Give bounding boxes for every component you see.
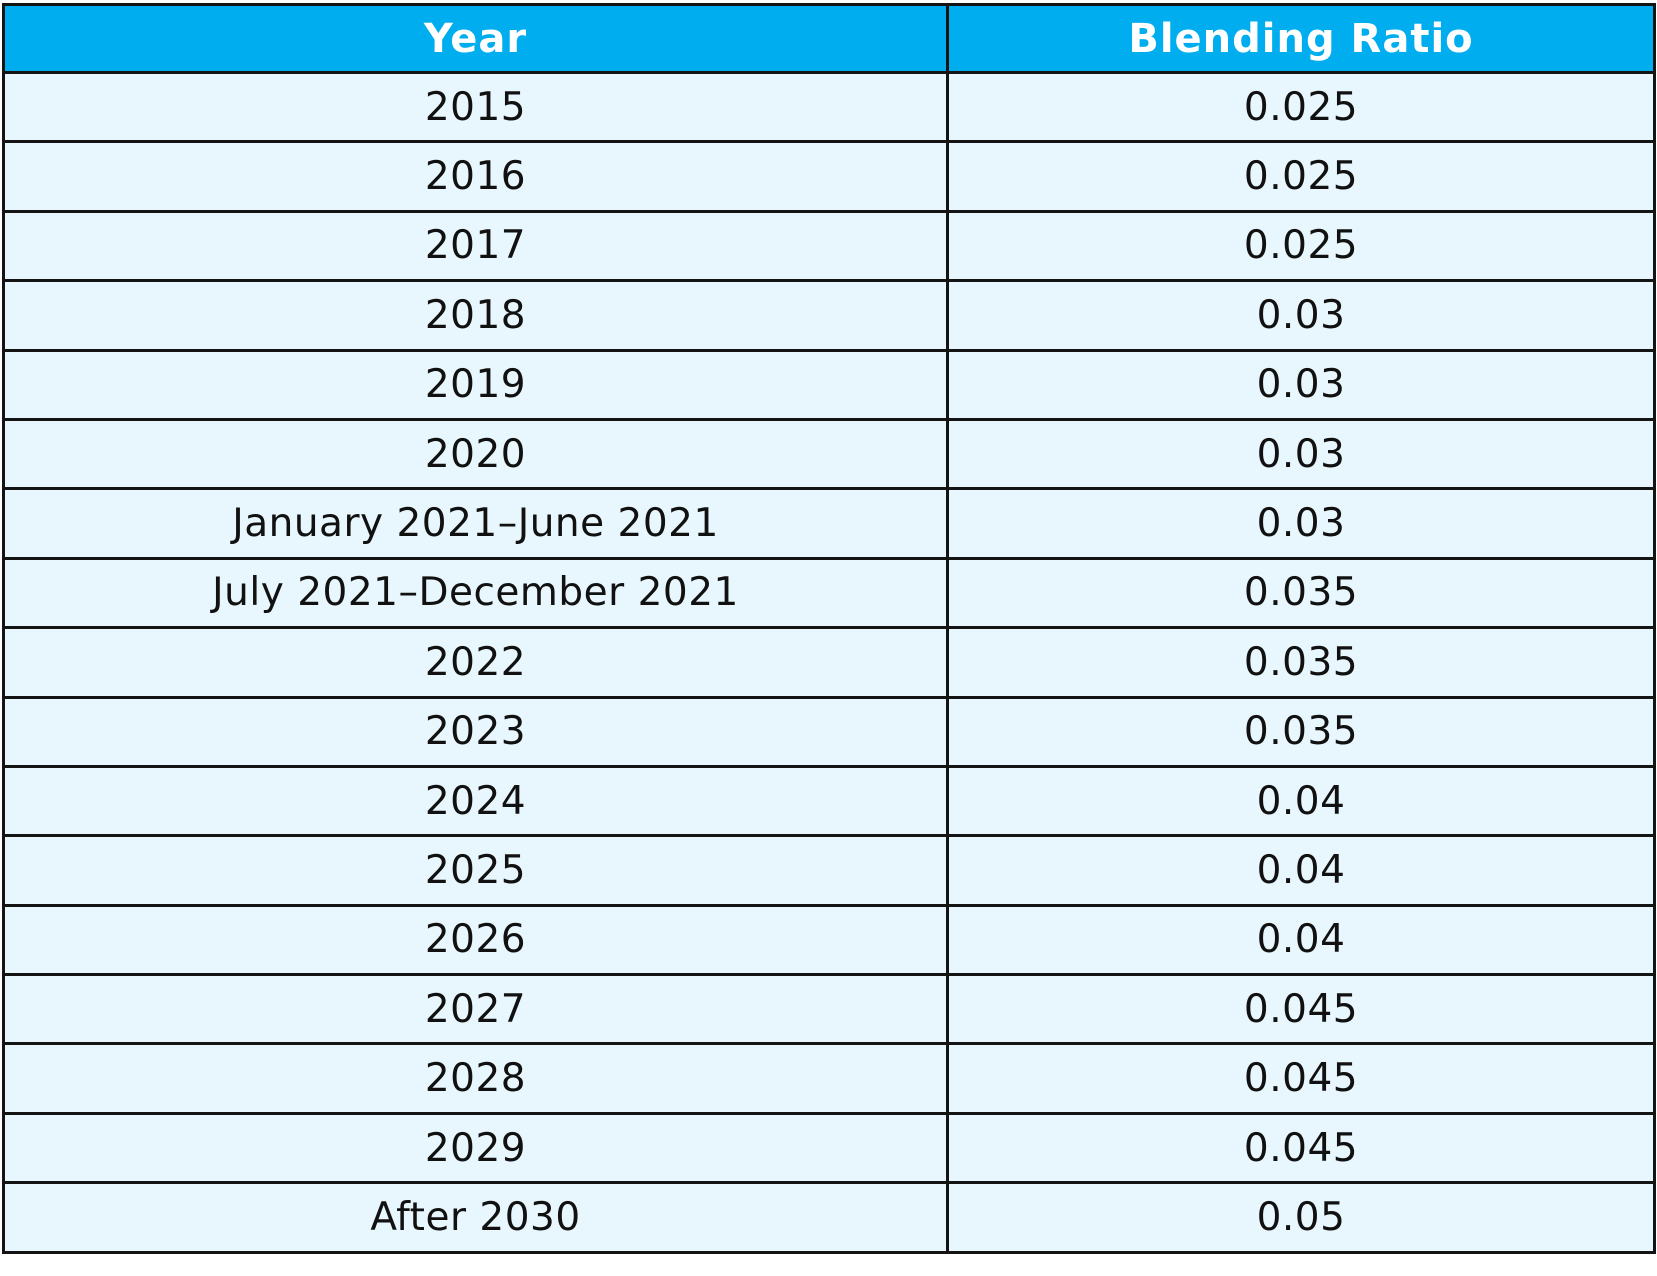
ratio-cell: 0.035 — [946, 626, 1656, 699]
year-cell: 2016 — [2, 140, 949, 213]
ratio-cell: 0.03 — [946, 348, 1656, 421]
table-row: 2026 0.04 — [2, 903, 1656, 977]
table-row: 2025 0.04 — [2, 834, 1656, 907]
year-cell: After 2030 — [2, 1181, 949, 1254]
ratio-cell: 0.035 — [946, 556, 1656, 630]
table-row: 2028 0.045 — [2, 1042, 1656, 1115]
ratio-cell: 0.025 — [946, 209, 1656, 283]
table-row: 2027 0.045 — [2, 973, 1656, 1046]
year-cell: 2020 — [2, 417, 949, 491]
ratio-cell: 0.03 — [946, 417, 1656, 491]
year-cell: 2022 — [2, 626, 949, 699]
table-row: 2024 0.04 — [2, 764, 1656, 838]
table-row: 2023 0.035 — [2, 695, 1656, 768]
table-row: After 2030 0.05 — [2, 1181, 1656, 1254]
year-cell: 2015 — [2, 70, 949, 144]
year-cell: 2027 — [2, 973, 949, 1046]
table-row: 2019 0.03 — [2, 348, 1656, 421]
year-cell: 2023 — [2, 695, 949, 768]
ratio-cell: 0.035 — [946, 695, 1656, 768]
year-cell: 2019 — [2, 348, 949, 421]
year-cell: 2026 — [2, 903, 949, 977]
year-cell: July 2021–December 2021 — [2, 556, 949, 630]
ratio-cell: 0.04 — [946, 764, 1656, 838]
header-blending-ratio: Blending Ratio — [946, 3, 1656, 74]
table-row: 2022 0.035 — [2, 626, 1656, 699]
header-year: Year — [2, 3, 949, 74]
table-row: 2015 0.025 — [2, 70, 1656, 144]
ratio-cell: 0.025 — [946, 70, 1656, 144]
year-cell: January 2021–June 2021 — [2, 487, 949, 560]
table-row: 2016 0.025 — [2, 140, 1656, 213]
table-row: July 2021–December 2021 0.035 — [2, 556, 1656, 630]
year-cell: 2029 — [2, 1111, 949, 1185]
ratio-cell: 0.05 — [946, 1181, 1656, 1254]
year-cell: 2017 — [2, 209, 949, 283]
table-row: 2029 0.045 — [2, 1111, 1656, 1185]
table-row: January 2021–June 2021 0.03 — [2, 487, 1656, 560]
year-cell: 2024 — [2, 764, 949, 838]
ratio-cell: 0.04 — [946, 903, 1656, 977]
year-cell: 2025 — [2, 834, 949, 907]
ratio-cell: 0.03 — [946, 487, 1656, 560]
blending-ratio-table: Year Blending Ratio 2015 0.025 2016 0.02… — [2, 3, 1656, 1254]
ratio-cell: 0.04 — [946, 834, 1656, 907]
ratio-cell: 0.025 — [946, 140, 1656, 213]
table-row: 2017 0.025 — [2, 209, 1656, 283]
ratio-cell: 0.045 — [946, 973, 1656, 1046]
year-cell: 2028 — [2, 1042, 949, 1115]
table-row: 2018 0.03 — [2, 279, 1656, 352]
year-cell: 2018 — [2, 279, 949, 352]
ratio-cell: 0.045 — [946, 1111, 1656, 1185]
ratio-cell: 0.045 — [946, 1042, 1656, 1115]
header-row: Year Blending Ratio — [2, 3, 1656, 74]
table-row: 2020 0.03 — [2, 417, 1656, 491]
ratio-cell: 0.03 — [946, 279, 1656, 352]
